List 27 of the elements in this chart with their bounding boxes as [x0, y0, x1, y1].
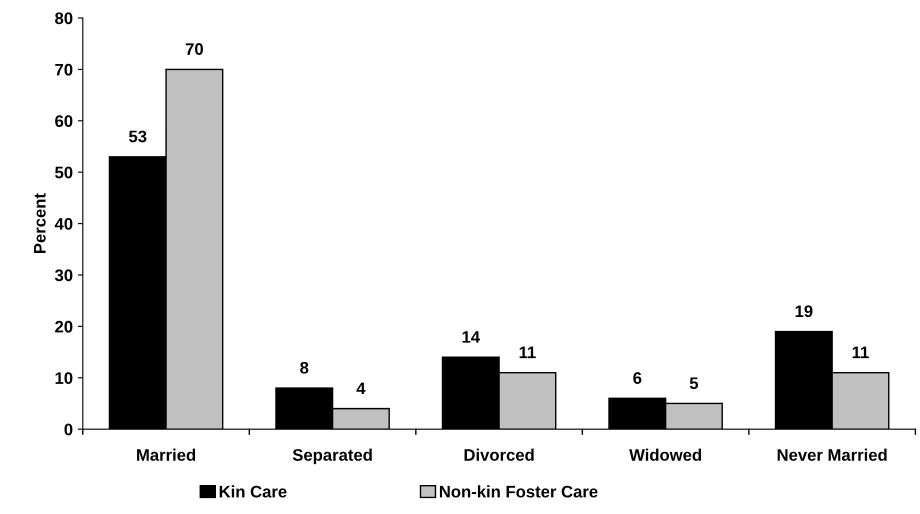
data-label: 5: [690, 377, 698, 390]
data-label: 19: [796, 305, 812, 318]
y-tick-label: 50: [55, 166, 72, 178]
x-tick-label: Never Married: [778, 448, 887, 461]
data-label: 11: [520, 346, 536, 358]
data-label: 4: [356, 382, 366, 394]
data-label: 70: [186, 43, 203, 55]
y-tick-label: 10: [56, 372, 72, 384]
y-tick-label: 30: [54, 269, 72, 282]
legend-label: Kin Care: [220, 485, 287, 498]
y-tick-label: 60: [55, 115, 72, 127]
x-tick-label: Married: [137, 448, 196, 461]
x-tick-label: Widowed: [629, 448, 702, 461]
data-label: 14: [462, 331, 480, 343]
data-label: 53: [128, 130, 146, 142]
x-tick-label: Separated: [292, 448, 372, 464]
data-label: 6: [633, 372, 642, 384]
y-tick-label: 40: [54, 218, 72, 230]
y-tick-label: 20: [55, 320, 72, 333]
y-tick-label: 0: [64, 424, 72, 436]
y-axis-title: Percent: [34, 193, 46, 254]
y-tick-label: 70: [55, 64, 72, 76]
y-tick-label: 80: [55, 12, 72, 24]
legend-label: Non-kin Foster Care: [440, 485, 598, 498]
x-tick-label: Divorced: [464, 448, 534, 461]
data-label: 8: [300, 362, 308, 374]
data-label: 11: [852, 346, 869, 358]
